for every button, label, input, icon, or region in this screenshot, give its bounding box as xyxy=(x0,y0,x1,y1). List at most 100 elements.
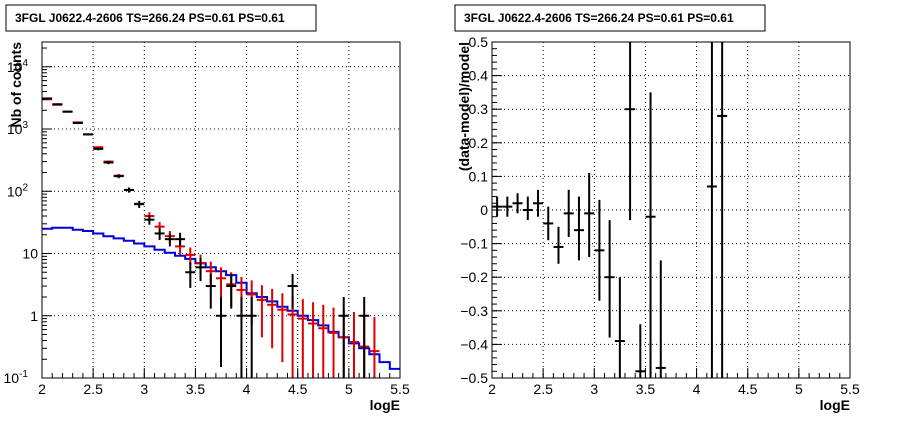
data-count-point xyxy=(287,273,298,309)
residual-point xyxy=(717,42,728,378)
x-tick-label: 2.5 xyxy=(533,381,553,397)
y-tick-label: 0.1 xyxy=(469,168,489,184)
x-tick-label: 4 xyxy=(693,381,701,397)
residual-point xyxy=(655,260,666,378)
data-count-point xyxy=(195,257,206,282)
residual-point xyxy=(533,189,544,217)
residual-point xyxy=(594,199,605,301)
y-tick-label: 0 xyxy=(480,202,488,218)
residual-panel: 3FGL J0622.4-2606 TS=266.24 PS=0.61 PS=0… xyxy=(454,4,860,413)
residual-x-ticks: 2 2.5 3 3.5 4 4.5 5 5.5 xyxy=(488,368,860,397)
model-count-point xyxy=(256,285,267,338)
residual-grid xyxy=(492,42,850,378)
y-tick-label: −0.5 xyxy=(460,370,488,386)
data-count-point xyxy=(338,297,349,378)
counts-y-axis-label: Nb of counts xyxy=(8,42,24,128)
model-count-point xyxy=(348,311,359,378)
x-tick-label: 3.5 xyxy=(186,381,206,397)
model-count-point xyxy=(287,296,298,378)
data-count-point xyxy=(185,262,196,288)
residual-point xyxy=(543,206,554,241)
residual-point xyxy=(553,226,564,264)
data-count-point xyxy=(72,121,83,125)
data-count-point xyxy=(83,133,94,136)
residual-point xyxy=(625,42,636,221)
x-tick-label: 5 xyxy=(795,381,803,397)
data-count-point xyxy=(216,297,226,368)
y-tick-label: −0.3 xyxy=(460,303,488,319)
residual-point xyxy=(614,277,625,378)
data-count-point xyxy=(144,215,155,225)
data-count-point xyxy=(205,273,216,309)
model-step-line xyxy=(42,226,400,370)
residual-point xyxy=(492,196,503,217)
residual-point xyxy=(502,196,513,217)
counts-title-box xyxy=(5,4,317,32)
counts-grid xyxy=(42,42,400,378)
counts-title: 3FGL J0622.4-2606 TS=266.24 PS=0.61 PS=0… xyxy=(15,11,285,25)
residual-series xyxy=(492,42,728,378)
counts-panel: 3FGL J0622.4-2606 TS=266.24 PS=0.61 PS=0… xyxy=(4,4,410,413)
x-tick-label: 5.5 xyxy=(840,381,860,397)
residual-point xyxy=(584,173,595,258)
model-count-point xyxy=(318,304,329,378)
residual-x-axis-label: logE xyxy=(820,397,850,413)
x-tick-label: 3 xyxy=(140,381,148,397)
x-tick-label: 4.5 xyxy=(288,381,308,397)
data-count-point xyxy=(113,174,124,179)
data-count-point xyxy=(164,233,175,247)
data-count-point xyxy=(246,297,257,378)
counts-x-ticks: 2 2.5 3 3.5 4 4.5 5 5.5 xyxy=(38,368,410,397)
x-tick-label: 4.5 xyxy=(738,381,758,397)
model-count-point xyxy=(267,288,278,349)
data-counts-series xyxy=(42,97,370,378)
y-tick-label: 10 xyxy=(22,246,38,262)
data-count-point xyxy=(42,97,53,100)
model-count-point xyxy=(185,247,196,266)
data-count-point xyxy=(359,297,370,378)
data-count-point xyxy=(226,273,237,309)
model-count-point xyxy=(328,307,339,378)
model-step-path xyxy=(42,226,400,370)
y-tick-label: 0.3 xyxy=(469,101,489,117)
x-tick-label: 5 xyxy=(345,381,353,397)
model-count-point xyxy=(216,267,226,298)
counts-x-axis-label: logE xyxy=(370,397,400,413)
y-tick-label: −0.1 xyxy=(460,236,488,252)
y-tick-label: −0.2 xyxy=(460,269,488,285)
data-count-point xyxy=(154,228,165,240)
data-count-point xyxy=(123,187,134,193)
y-tick-label: −0.4 xyxy=(460,336,488,352)
data-count-point xyxy=(103,160,114,165)
y-tick-label: 0.2 xyxy=(469,135,489,151)
x-tick-label: 2 xyxy=(38,381,46,397)
x-tick-label: 2 xyxy=(488,381,496,397)
data-count-point xyxy=(175,232,186,247)
data-count-point xyxy=(52,103,63,106)
residual-title-box xyxy=(454,4,766,32)
model-count-point xyxy=(277,293,288,363)
residual-point xyxy=(512,193,523,214)
residual-point xyxy=(645,92,656,378)
residual-y-axis-label: (data-model)/model xyxy=(456,42,472,171)
data-count-point xyxy=(93,147,104,151)
residual-point xyxy=(635,324,646,378)
x-tick-label: 5.5 xyxy=(390,381,410,397)
x-tick-label: 4 xyxy=(243,381,251,397)
data-count-point xyxy=(134,200,145,208)
residual-title: 3FGL J0622.4-2606 TS=266.24 PS=0.61 PS=0… xyxy=(464,11,734,25)
residual-point xyxy=(706,42,717,378)
data-count-point xyxy=(236,297,247,378)
y-tick-label: 0.4 xyxy=(469,68,489,84)
model-count-point xyxy=(369,317,380,378)
y-tick-label: 1 xyxy=(30,308,38,324)
residual-y-ticks: −0.5 −0.4 −0.3 −0.2 −0.1 0 0.1 0.2 0.3 0.4 0.5 xyxy=(460,34,502,386)
model-count-point xyxy=(308,302,319,378)
x-tick-label: 3 xyxy=(590,381,598,397)
residual-point xyxy=(522,196,533,221)
residual-point xyxy=(563,189,574,237)
x-tick-label: 3.5 xyxy=(636,381,656,397)
residual-point xyxy=(604,220,615,338)
y-tick-label: 0.5 xyxy=(469,34,489,50)
